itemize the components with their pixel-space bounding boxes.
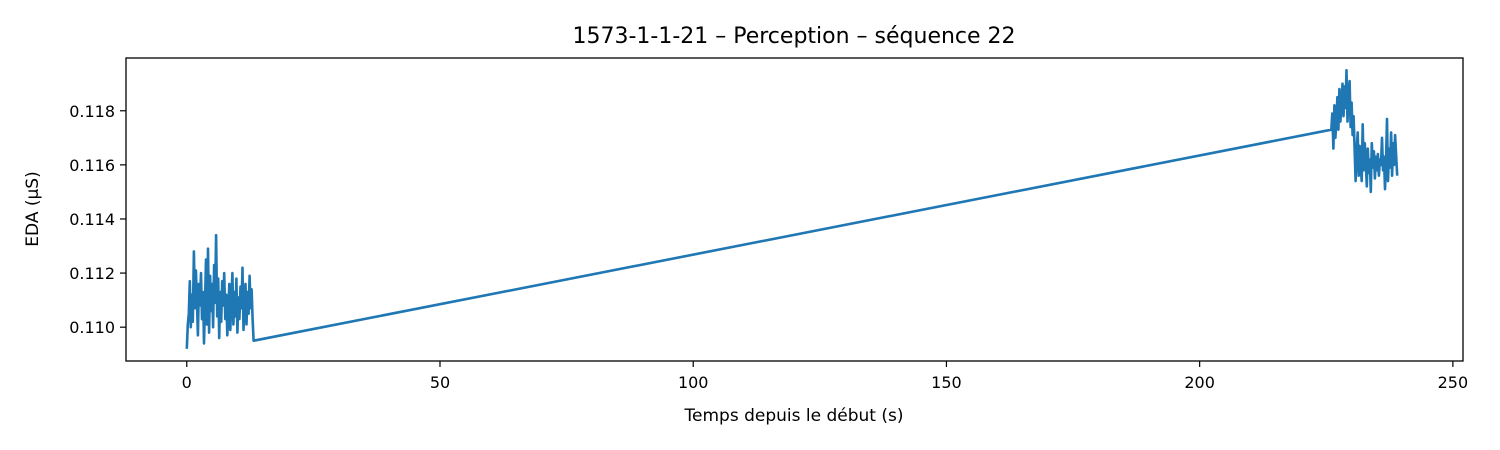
x-tick-label: 200 (1184, 373, 1215, 392)
x-tick-label: 250 (1438, 373, 1469, 392)
y-tick-label: 0.116 (69, 156, 115, 175)
x-axis-label: Temps depuis le début (s) (684, 406, 904, 426)
x-tick-label: 50 (430, 373, 450, 392)
series-line (185, 68, 1399, 349)
y-axis: 0.110 0.112 0.114 0.116 0.118 (69, 102, 126, 337)
x-tick-label: 150 (931, 373, 962, 392)
x-tick-label: 100 (678, 373, 709, 392)
y-tick-label: 0.114 (69, 210, 115, 229)
plot-area (185, 68, 1399, 349)
chart-title: 1573-1-1-21 – Perception – séquence 22 (572, 24, 1015, 49)
plot-frame (125, 57, 1464, 362)
y-tick-label: 0.118 (69, 102, 115, 121)
y-tick-label: 0.110 (69, 318, 115, 337)
x-axis: 0 50 100 150 200 250 (182, 361, 1468, 392)
y-tick-label: 0.112 (69, 264, 115, 283)
x-tick-label: 0 (182, 373, 192, 392)
y-axis-label: EDA (µS) (23, 171, 43, 246)
